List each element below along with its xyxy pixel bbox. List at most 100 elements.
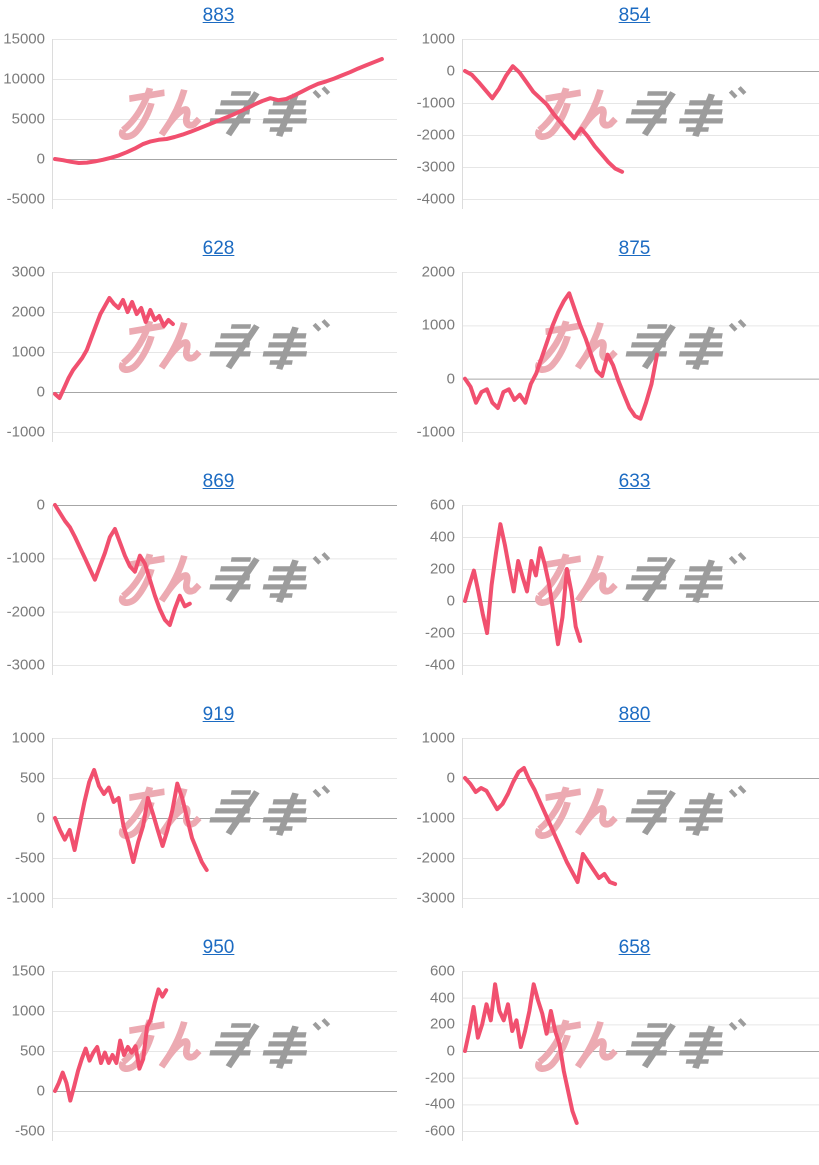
y-axis-tick-label: -1000 xyxy=(416,809,455,827)
y-axis-tick-label: -3000 xyxy=(416,889,455,907)
chart-cell: 633 600 400 200 0 -200 -400 xyxy=(410,466,819,699)
chart-cell: 880 1000 0 -1000 -2000 -3000 xyxy=(410,699,819,932)
y-axis-tick-label: 1000 xyxy=(11,343,45,361)
y-axis-labels: 15000 10000 5000 0 -5000 xyxy=(0,31,52,219)
line-chart: 1000 0 -1000 -2000 -3000 xyxy=(410,730,819,918)
watermark-pink-part xyxy=(118,320,202,373)
line-chart: 1000 500 0 -500 -1000 xyxy=(0,730,397,918)
y-axis-tick-label: 400 xyxy=(429,989,455,1007)
y-axis-tick-label: 0 xyxy=(446,769,455,787)
y-axis-tick-label: 0 xyxy=(446,62,455,80)
machine-number-link[interactable]: 875 xyxy=(618,238,651,259)
profit-line xyxy=(53,503,192,627)
chart-svg xyxy=(52,503,397,675)
profit-line xyxy=(53,296,175,400)
chart-title-row: 919 xyxy=(0,704,397,730)
plot-area xyxy=(462,264,819,452)
chart-title-row: 883 xyxy=(0,5,397,31)
machine-number-link[interactable]: 658 xyxy=(618,937,651,958)
y-axis-tick-label: 600 xyxy=(429,496,455,514)
y-axis-tick-label: -1000 xyxy=(6,423,45,441)
profit-line xyxy=(463,982,579,1125)
minrepo-watermark xyxy=(535,1018,747,1072)
y-axis-tick-label: 0 xyxy=(446,592,455,610)
chart-cell: 869 0 -1000 -2000 -3000 xyxy=(0,466,410,699)
machine-number-link[interactable]: 950 xyxy=(202,937,235,958)
profit-line xyxy=(53,987,169,1103)
y-axis-tick-label: 1000 xyxy=(11,1002,45,1020)
y-axis-tick-label: 200 xyxy=(429,560,455,578)
plot-area xyxy=(52,963,397,1151)
y-axis-labels: 3000 2000 1000 0 -1000 xyxy=(0,264,52,452)
chart-svg xyxy=(52,39,397,209)
machine-number-link[interactable]: 854 xyxy=(618,5,651,26)
line-chart: 600 400 200 0 -200 -400 xyxy=(410,497,819,685)
minrepo-watermark xyxy=(535,785,747,839)
y-axis-tick-label: -2000 xyxy=(6,603,45,621)
watermark-pink-part xyxy=(118,1019,202,1072)
y-axis-tick-label: 1000 xyxy=(421,729,455,747)
chart-cell: 658 600 400 200 0 -200 -400 -600 xyxy=(410,932,819,1165)
plot-area xyxy=(52,497,397,685)
machine-number-link[interactable]: 880 xyxy=(618,704,651,725)
machine-number-link[interactable]: 628 xyxy=(202,238,235,259)
line-chart: 0 -1000 -2000 -3000 xyxy=(0,497,397,685)
plot-area xyxy=(462,963,819,1151)
watermark-gray-part xyxy=(625,319,747,370)
y-axis-tick-label: 0 xyxy=(36,383,45,401)
y-axis-tick-label: 500 xyxy=(19,1042,45,1060)
y-axis-tick-label: -1000 xyxy=(416,94,455,112)
y-axis-tick-label: 0 xyxy=(446,1042,455,1060)
chart-cell: 854 1000 0 -1000 -2000 -3000 -4000 xyxy=(410,0,819,233)
profit-line xyxy=(463,64,625,174)
line-chart: 15000 10000 5000 0 -5000 xyxy=(0,31,397,219)
chart-title-row: 633 xyxy=(410,471,819,497)
y-axis-tick-label: 1000 xyxy=(11,729,45,747)
chart-title-row: 880 xyxy=(410,704,819,730)
y-axis-tick-label: 2000 xyxy=(421,263,455,281)
y-axis-labels: 1000 500 0 -500 -1000 xyxy=(0,730,52,918)
profit-line xyxy=(53,57,384,165)
y-axis-tick-label: 5000 xyxy=(11,110,45,128)
y-axis-tick-label: -3000 xyxy=(416,158,455,176)
y-axis-tick-label: -600 xyxy=(424,1122,455,1140)
watermark-gray-part xyxy=(625,1018,747,1069)
y-axis-tick-label: 1000 xyxy=(421,316,455,334)
minrepo-watermark xyxy=(535,86,747,140)
machine-number-link[interactable]: 633 xyxy=(618,471,651,492)
chart-title-row: 628 xyxy=(0,238,397,264)
y-axis-tick-label: -2000 xyxy=(416,126,455,144)
watermark-gray-part xyxy=(209,1018,331,1069)
watermark-pink-part xyxy=(118,553,202,606)
y-axis-labels: 0 -1000 -2000 -3000 xyxy=(0,497,52,685)
y-axis-tick-label: 1500 xyxy=(11,962,45,980)
chart-title-row: 950 xyxy=(0,937,397,963)
plot-area xyxy=(52,264,397,452)
y-axis-tick-label: -400 xyxy=(424,1095,455,1113)
machine-number-link[interactable]: 919 xyxy=(202,704,235,725)
machine-number-link[interactable]: 883 xyxy=(202,5,235,26)
watermark-gray-part xyxy=(209,785,331,836)
y-axis-labels: 600 400 200 0 -200 -400 -600 xyxy=(410,963,462,1151)
gridlines xyxy=(462,971,819,1132)
chart-title-row: 854 xyxy=(410,5,819,31)
y-axis-tick-label: 0 xyxy=(36,809,45,827)
y-axis-tick-label: 15000 xyxy=(3,30,45,48)
y-axis-tick-label: 500 xyxy=(19,769,45,787)
y-axis-tick-label: 400 xyxy=(429,528,455,546)
gridlines xyxy=(52,505,397,666)
y-axis-labels: 1500 1000 500 0 -500 xyxy=(0,963,52,1151)
plot-area xyxy=(462,730,819,918)
chart-svg xyxy=(462,738,819,908)
watermark-pink-part xyxy=(118,87,202,140)
y-axis-tick-label: -1000 xyxy=(6,889,45,907)
y-axis-labels: 2000 1000 0 -1000 xyxy=(410,264,462,452)
machine-number-link[interactable]: 869 xyxy=(202,471,235,492)
watermark-gray-part xyxy=(209,319,331,370)
profit-line xyxy=(463,766,618,886)
profit-line xyxy=(463,291,659,421)
y-axis-tick-label: -3000 xyxy=(6,656,45,674)
line-chart: 600 400 200 0 -200 -400 -600 xyxy=(410,963,819,1151)
chart-svg xyxy=(462,971,819,1141)
chart-svg xyxy=(52,971,397,1141)
